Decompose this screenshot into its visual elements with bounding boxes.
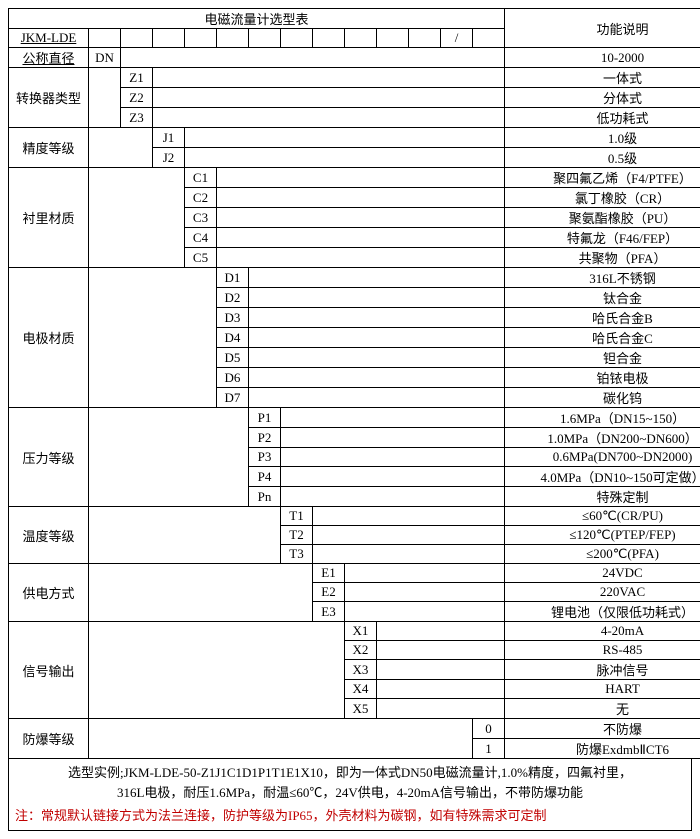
desc: ≤120℃(PTEP/FEP) — [505, 526, 700, 545]
elec-label: 电极材质 — [9, 268, 89, 408]
example-line2: 316L电极，耐压1.6MPa，耐温≤60℃，24V供电，4-20mA信号输出，… — [15, 783, 685, 803]
code: J2 — [153, 148, 185, 168]
desc: 哈氏合金B — [505, 308, 700, 328]
code: T2 — [281, 526, 313, 545]
slash-cell: / — [441, 29, 473, 48]
note-line: 注：常规默认链接方式为法兰连接，防护等级为IP65，外壳材料为碳钢，如有特殊需求… — [15, 806, 685, 826]
desc: 24VDC — [505, 564, 700, 583]
code: P2 — [249, 428, 281, 448]
liner-label: 衬里材质 — [9, 168, 89, 268]
dn-label: 公称直径 — [9, 48, 89, 68]
code: T1 — [281, 507, 313, 526]
code: E3 — [313, 602, 345, 622]
temp-label: 温度等级 — [9, 507, 89, 564]
code: X4 — [345, 680, 377, 699]
code: D7 — [217, 388, 249, 408]
desc: 铂铱电极 — [505, 368, 700, 388]
desc: 1.6MPa（DN15~150） — [505, 408, 700, 428]
desc: 4.0MPa（DN10~150可定做） — [505, 467, 700, 487]
code: C2 — [185, 188, 217, 208]
desc: 脉冲信号 — [505, 660, 700, 680]
code: C3 — [185, 208, 217, 228]
code: T3 — [281, 545, 313, 564]
press-label: 压力等级 — [9, 408, 89, 507]
desc: 低功耗式 — [505, 108, 700, 128]
example-line1: 选型实例;JKM-LDE-50-Z1J1C1D1P1T1E1X10，即为一体式D… — [15, 763, 685, 783]
code: X3 — [345, 660, 377, 680]
desc: 特氟龙（F46/FEP） — [505, 228, 700, 248]
desc: 1.0级 — [505, 128, 700, 148]
code: C4 — [185, 228, 217, 248]
code: Z3 — [121, 108, 153, 128]
table-title: 电磁流量计选型表 — [9, 9, 505, 29]
code: 0 — [473, 719, 505, 739]
desc: RS-485 — [505, 641, 700, 660]
cell — [89, 29, 121, 48]
desc: 一体式 — [505, 68, 700, 88]
code: D4 — [217, 328, 249, 348]
desc: 220VAC — [505, 583, 700, 602]
desc: 哈氏合金C — [505, 328, 700, 348]
desc: 共聚物（PFA） — [505, 248, 700, 268]
desc: 不防爆 — [505, 719, 700, 739]
code: Z2 — [121, 88, 153, 108]
desc: 钛合金 — [505, 288, 700, 308]
code: C1 — [185, 168, 217, 188]
code: C5 — [185, 248, 217, 268]
desc: 氯丁橡胶（CR） — [505, 188, 700, 208]
code: X5 — [345, 699, 377, 719]
code: X2 — [345, 641, 377, 660]
desc: 无 — [505, 699, 700, 719]
desc: 4-20mA — [505, 622, 700, 641]
desc: 防爆ExdmbⅡCT6 — [505, 739, 700, 759]
code: D5 — [217, 348, 249, 368]
desc: 锂电池（仅限低功耗式） — [505, 602, 700, 622]
desc: 碳化钨 — [505, 388, 700, 408]
code: D3 — [217, 308, 249, 328]
desc: 钽合金 — [505, 348, 700, 368]
model-code: JKM-LDE — [9, 29, 89, 48]
code: D1 — [217, 268, 249, 288]
dn-desc: 10-2000 — [505, 48, 700, 68]
ex-label: 防爆等级 — [9, 719, 89, 759]
desc: 316L不锈钢 — [505, 268, 700, 288]
footer-box: 选型实例;JKM-LDE-50-Z1J1C1D1P1T1E1X10，即为一体式D… — [8, 759, 692, 831]
desc: HART — [505, 680, 700, 699]
func-header: 功能说明 — [505, 9, 700, 48]
code: D2 — [217, 288, 249, 308]
desc: 分体式 — [505, 88, 700, 108]
desc: 0.6MPa(DN700~DN2000) — [505, 448, 700, 467]
dn-code: DN — [89, 48, 121, 68]
code: 1 — [473, 739, 505, 759]
code: J1 — [153, 128, 185, 148]
code: E2 — [313, 583, 345, 602]
desc: 聚氨酯橡胶（PU） — [505, 208, 700, 228]
desc: 1.0MPa（DN200~DN600） — [505, 428, 700, 448]
code: E1 — [313, 564, 345, 583]
code: P4 — [249, 467, 281, 487]
acc-label: 精度等级 — [9, 128, 89, 168]
desc: 特殊定制 — [505, 487, 700, 507]
power-label: 供电方式 — [9, 564, 89, 622]
selection-table: 电磁流量计选型表 功能说明 JKM-LDE / 公称直径 DN 10-2000 … — [8, 8, 700, 759]
code: P1 — [249, 408, 281, 428]
code: D6 — [217, 368, 249, 388]
code: P3 — [249, 448, 281, 467]
desc: ≤60℃(CR/PU) — [505, 507, 700, 526]
code: Z1 — [121, 68, 153, 88]
conv-label: 转换器类型 — [9, 68, 89, 128]
code: Pn — [249, 487, 281, 507]
desc: ≤200℃(PFA) — [505, 545, 700, 564]
code: X1 — [345, 622, 377, 641]
desc: 0.5级 — [505, 148, 700, 168]
sig-label: 信号输出 — [9, 622, 89, 719]
desc: 聚四氟乙烯（F4/PTFE） — [505, 168, 700, 188]
